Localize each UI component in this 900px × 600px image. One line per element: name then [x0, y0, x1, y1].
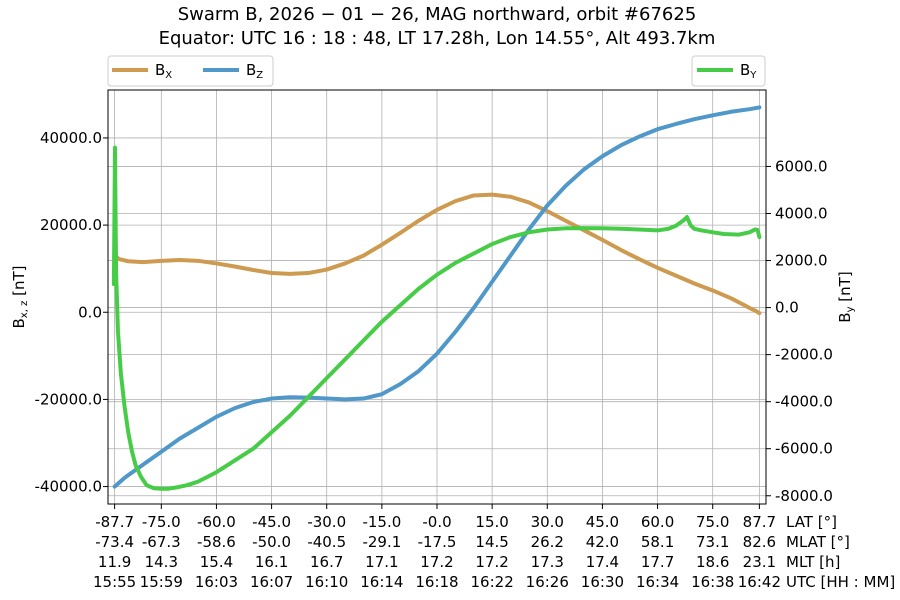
x-tick-label-utc: 16:18: [415, 573, 458, 591]
y-left-tick-label: 0.0: [78, 303, 102, 321]
y-axis-left-label: Bx, z [nT]: [10, 266, 30, 329]
x-tick-label-mlat: -58.6: [197, 533, 236, 551]
x-row-label: UTC [HH : MM]: [786, 573, 895, 591]
y-axis-right-label: By [nT]: [836, 271, 856, 322]
x-tick-label-mlt: 16.1: [255, 553, 288, 571]
grid: [108, 90, 766, 504]
x-tick-label-mlat: -29.1: [362, 533, 401, 551]
x-tick-label-utc: 16:22: [471, 573, 514, 591]
x-tick-label-mlat: -17.5: [418, 533, 457, 551]
x-tick-label-mlt: 17.2: [475, 553, 508, 571]
axes: [103, 89, 771, 509]
legend-left-frame: [107, 55, 274, 87]
y-right-tick-label: -2000.0: [775, 346, 833, 364]
x-tick-label-mlat: -67.3: [142, 533, 181, 551]
x-tick-label-mlat: 26.2: [531, 533, 564, 551]
x-tick-label-lat: -0.0: [422, 513, 451, 531]
x-tick-label-mlt: 17.2: [420, 553, 453, 571]
x-row-label: MLT [h]: [786, 553, 840, 571]
y-left-tick-label: 20000.0: [40, 216, 102, 234]
x-tick-label-mlt: 17.3: [531, 553, 564, 571]
legend-left: BX BZ: [107, 55, 274, 87]
x-tick-label-mlat: -50.0: [252, 533, 291, 551]
x-tick-label-mlat: 58.1: [641, 533, 674, 551]
x-tick-label-lat: 15.0: [475, 513, 508, 531]
y-right-tick-label: -8000.0: [775, 487, 833, 505]
x-tick-label-lat: -45.0: [252, 513, 291, 531]
legend-right: BY: [691, 55, 766, 87]
x-tick-label-lat: -75.0: [142, 513, 181, 531]
x-tick-label-lat: 60.0: [641, 513, 674, 531]
y-left-tick-label: -20000.0: [35, 390, 102, 408]
x-tick-label-mlt: 14.3: [145, 553, 178, 571]
series-line-bz: [112, 105, 762, 489]
x-tick-label-mlat: 14.5: [475, 533, 508, 551]
x-tick-label-mlt: 18.6: [696, 553, 729, 571]
x-tick-label-mlat: 82.6: [743, 533, 776, 551]
x-tick-label-utc: 16:14: [360, 573, 403, 591]
y-right-tick-label: 6000.0: [775, 157, 828, 175]
y-right-tick-label: 4000.0: [775, 204, 828, 222]
chart-title-line1: Swarm B, 2026 − 01 − 26, MAG northward, …: [178, 4, 697, 25]
y-right-tick-label: -4000.0: [775, 393, 833, 411]
x-row-label: MLAT [°]: [786, 533, 850, 551]
x-tick-label-utc: 15:55: [93, 573, 136, 591]
x-row-label: LAT [°]: [786, 513, 837, 531]
y-left-tick-label: -40000.0: [35, 478, 102, 496]
legend-by-label: BY: [740, 61, 757, 81]
x-tick-label-mlt: 17.1: [365, 553, 398, 571]
x-tick-label-mlt: 17.4: [586, 553, 619, 571]
x-tick-label-mlat: 42.0: [586, 533, 619, 551]
x-tick-label-mlt: 17.7: [641, 553, 674, 571]
x-tick-label-lat: -15.0: [362, 513, 401, 531]
legend-bx-label: BX: [155, 61, 172, 81]
x-tick-label-lat: 75.0: [696, 513, 729, 531]
x-tick-label-lat: 45.0: [586, 513, 619, 531]
x-tick-label-mlt: 11.9: [98, 553, 131, 571]
x-tick-label-lat: -30.0: [307, 513, 346, 531]
x-tick-label-utc: 16:07: [250, 573, 293, 591]
x-tick-label-utc: 15:59: [140, 573, 183, 591]
x-tick-label-utc: 16:30: [581, 573, 624, 591]
tick-labels: 40000.0 20000.0 0.0 -20000.0 -40000.0 6000.0 4…: [35, 129, 896, 591]
x-tick-label-lat: 30.0: [531, 513, 564, 531]
x-tick-label-utc: 16:42: [738, 573, 781, 591]
series-line-by: [111, 145, 762, 491]
x-tick-label-mlat: -73.4: [95, 533, 134, 551]
x-tick-label-utc: 16:38: [691, 573, 734, 591]
x-tick-label-mlat: 73.1: [696, 533, 729, 551]
x-tick-label-utc: 16:34: [636, 573, 679, 591]
y-right-tick-label: -6000.0: [775, 440, 833, 458]
series-lines: [111, 105, 762, 491]
legend-bz-label: BZ: [246, 61, 263, 81]
y-right-tick-label: 0.0: [775, 299, 799, 317]
y-right-tick-label: 2000.0: [775, 252, 828, 270]
x-tick-label-utc: 16:10: [305, 573, 348, 591]
x-tick-label-lat: 87.7: [743, 513, 776, 531]
x-tick-label-mlt: 16.7: [310, 553, 343, 571]
series-line-bx: [112, 192, 762, 316]
x-tick-label-lat: -60.0: [197, 513, 236, 531]
x-tick-label-lat: -87.7: [95, 513, 134, 531]
x-tick-label-utc: 16:26: [526, 573, 569, 591]
x-tick-label-mlt: 23.1: [743, 553, 776, 571]
chart-title-line2: Equator: UTC 16 : 18 : 48, LT 17.28h, Lo…: [159, 28, 716, 49]
x-tick-label-mlt: 15.4: [200, 553, 233, 571]
x-tick-label-mlat: -40.5: [307, 533, 346, 551]
y-left-tick-label: 40000.0: [40, 129, 102, 147]
x-tick-label-utc: 16:03: [195, 573, 238, 591]
